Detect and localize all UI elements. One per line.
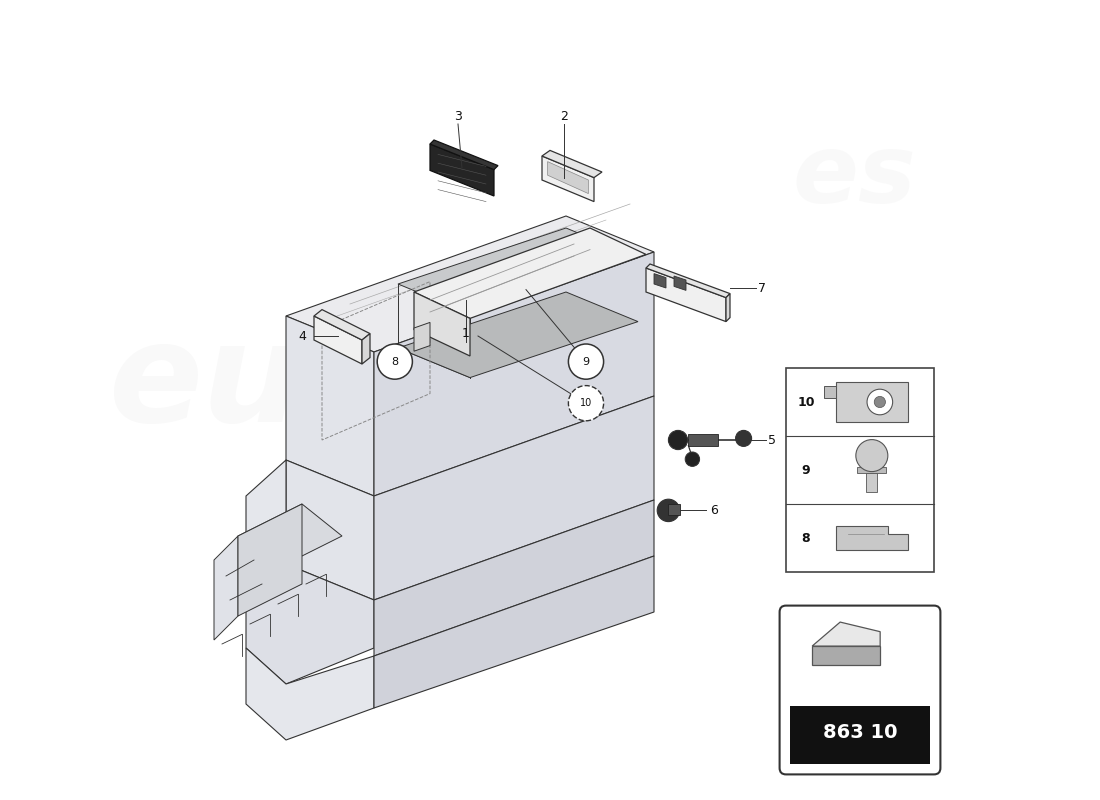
Circle shape [867, 390, 892, 415]
Polygon shape [548, 162, 588, 194]
Polygon shape [812, 622, 880, 646]
Text: a passion for parts since 1985: a passion for parts since 1985 [261, 386, 648, 606]
Polygon shape [430, 140, 498, 170]
Polygon shape [286, 216, 654, 352]
Text: 9: 9 [582, 357, 590, 366]
Polygon shape [430, 144, 494, 196]
FancyBboxPatch shape [786, 368, 934, 572]
Polygon shape [824, 386, 836, 398]
Polygon shape [238, 504, 302, 616]
Text: 863 10: 863 10 [823, 723, 898, 742]
Polygon shape [812, 646, 880, 666]
Polygon shape [414, 228, 646, 318]
Circle shape [685, 452, 700, 466]
Text: 6: 6 [711, 504, 718, 517]
Text: es: es [792, 130, 916, 222]
Circle shape [569, 344, 604, 379]
Circle shape [669, 430, 688, 450]
Polygon shape [246, 648, 374, 740]
Polygon shape [542, 150, 602, 178]
Text: 2: 2 [561, 110, 569, 122]
Polygon shape [726, 294, 730, 322]
Polygon shape [286, 316, 374, 496]
Text: 5: 5 [769, 434, 777, 446]
Polygon shape [688, 434, 718, 446]
Polygon shape [398, 228, 638, 314]
Circle shape [569, 386, 604, 421]
FancyBboxPatch shape [790, 706, 930, 764]
Polygon shape [646, 264, 730, 298]
Text: 8: 8 [392, 357, 398, 366]
Polygon shape [674, 276, 686, 290]
Circle shape [856, 439, 888, 472]
Polygon shape [374, 556, 654, 708]
Polygon shape [398, 292, 638, 378]
Circle shape [874, 397, 886, 408]
Text: 4: 4 [298, 330, 306, 342]
Polygon shape [414, 322, 430, 351]
Text: eu: eu [109, 317, 302, 451]
Text: 3: 3 [454, 110, 462, 122]
Polygon shape [214, 536, 238, 640]
Polygon shape [238, 504, 342, 568]
Text: 7: 7 [758, 282, 766, 294]
Polygon shape [374, 252, 654, 496]
Polygon shape [654, 274, 666, 288]
Text: 9: 9 [802, 463, 811, 477]
Polygon shape [542, 156, 594, 202]
Polygon shape [669, 504, 680, 515]
FancyBboxPatch shape [780, 606, 940, 774]
Polygon shape [374, 500, 654, 656]
Polygon shape [246, 564, 374, 684]
Text: 10: 10 [798, 395, 815, 409]
Polygon shape [314, 316, 362, 364]
Circle shape [736, 430, 751, 446]
Polygon shape [836, 382, 908, 422]
Polygon shape [246, 460, 286, 600]
Circle shape [657, 499, 680, 522]
Circle shape [377, 344, 412, 379]
Text: 10: 10 [580, 398, 592, 408]
Polygon shape [866, 474, 878, 493]
Polygon shape [314, 310, 370, 340]
Text: 8: 8 [802, 531, 811, 545]
Polygon shape [646, 268, 726, 322]
Polygon shape [836, 526, 908, 550]
Polygon shape [362, 334, 370, 364]
Polygon shape [286, 460, 374, 600]
Text: 1: 1 [462, 327, 470, 340]
Polygon shape [374, 396, 654, 600]
Polygon shape [857, 467, 887, 474]
Polygon shape [414, 292, 470, 356]
